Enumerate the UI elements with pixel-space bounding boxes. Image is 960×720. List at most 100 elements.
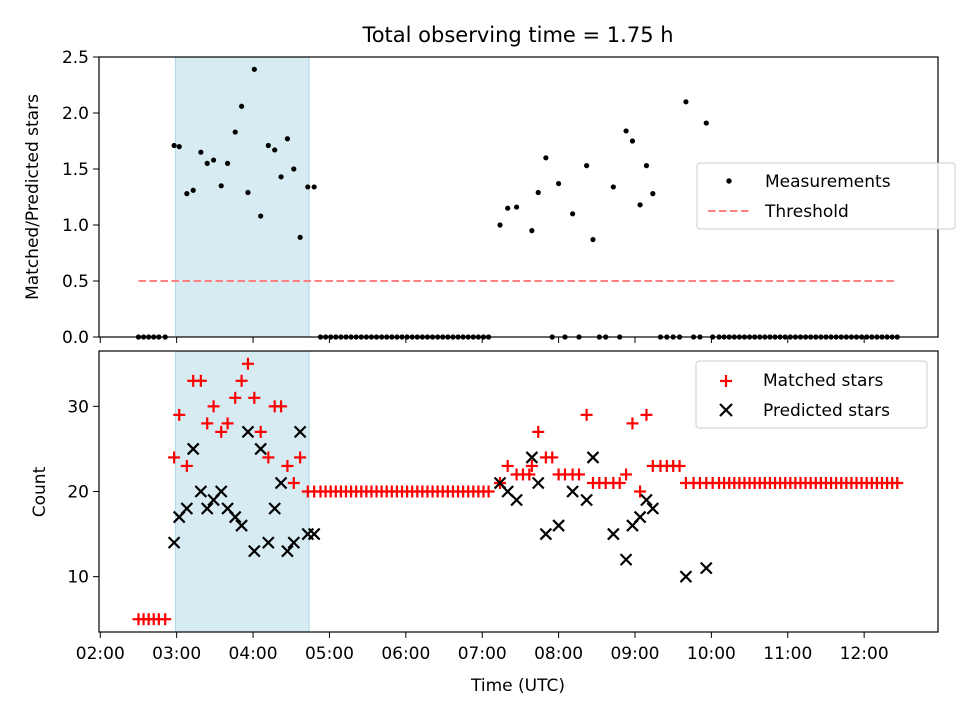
top-y-axis-label: Matched/Predicted stars <box>23 94 43 300</box>
predicted-star-point <box>566 485 579 498</box>
matched-star-point <box>482 485 495 498</box>
top-ytick-label: 0.0 <box>62 328 89 348</box>
top-panel: 0.0 0.5 1.0 1.5 2.0 2.5 Matched/Predicted sta… <box>23 48 956 348</box>
predicted-star-point <box>235 519 248 532</box>
matched-star-point <box>501 459 514 472</box>
matched-star-point <box>634 485 647 498</box>
x-tick-label: 10:00 <box>687 644 736 664</box>
predicted-star-stroke-b <box>194 485 208 498</box>
measurement-point <box>251 66 257 72</box>
predicted-star-point <box>254 442 267 456</box>
matched-star-point <box>215 425 228 438</box>
predicted-star-stroke-b <box>539 527 553 541</box>
x-tick-label: 08:00 <box>534 644 583 664</box>
predicted-star-point <box>510 493 523 507</box>
predicted-star-point <box>274 476 288 490</box>
measurement-point <box>291 166 297 172</box>
top-legend: Measurements Threshold <box>696 162 956 230</box>
predicted-star-point <box>531 476 545 490</box>
matched-star-point <box>580 408 593 421</box>
predicted-star-stroke-b <box>167 536 181 549</box>
bottom-legend: Matched stars Predicted stars <box>695 360 928 429</box>
matched-star-point <box>229 391 242 404</box>
matched-star-point <box>626 417 639 430</box>
measurement-point <box>245 189 251 196</box>
bottom-plot-frame <box>98 350 939 633</box>
bottom-highlight-span <box>174 350 310 633</box>
matched-star-point <box>168 451 181 464</box>
predicted-star-point <box>228 510 242 524</box>
measurement-point <box>265 142 271 149</box>
predicted-star-stroke-b <box>235 519 248 532</box>
predicted-star-stroke-b <box>607 527 620 541</box>
measurement-point <box>204 160 210 166</box>
matched-star-point <box>180 459 193 472</box>
predicted-star-stroke-b <box>619 553 633 566</box>
predicted-star-point <box>214 485 228 498</box>
legend-matched-marker <box>720 375 732 387</box>
measurement-point <box>284 136 291 142</box>
measurement-point <box>570 211 576 217</box>
measurement-point <box>623 128 629 134</box>
matched-star-point <box>620 468 633 481</box>
top-highlight-span <box>174 56 310 338</box>
predicted-star-stroke-b <box>646 502 660 515</box>
legend-threshold-label: Threshold <box>764 202 849 222</box>
predicted-star-stroke-b <box>510 493 523 507</box>
measurement-point <box>210 157 217 163</box>
predicted-star-stroke-b <box>241 425 255 439</box>
legend-predicted-label: Predicted stars <box>763 401 890 421</box>
measurement-point <box>171 142 177 149</box>
legend-measurements-marker <box>726 178 732 184</box>
legend-matched-label: Matched stars <box>763 371 883 391</box>
predicted-star-point <box>646 502 660 515</box>
bottom-panel: 10 20 30 02:00 03:00 04:00 05:00 06:00 07:00 08:… <box>30 350 939 696</box>
predicted-star-stroke-b <box>307 527 321 541</box>
predicted-star-stroke-b <box>633 510 647 524</box>
predicted-star-stroke-b <box>274 476 288 490</box>
legend-measurements-label: Measurements <box>765 172 891 192</box>
predicted-star-stroke-b <box>580 493 593 507</box>
predicted-star-point <box>619 553 633 566</box>
matched-star-point <box>294 451 307 464</box>
matched-star-point <box>194 374 207 387</box>
matched-star-point <box>287 476 300 489</box>
predicted-star-point <box>287 536 301 549</box>
predicted-star-stroke-b <box>552 519 565 532</box>
x-tick-label: 03:00 <box>152 644 201 664</box>
matched-star-point <box>572 468 585 481</box>
matched-star-point <box>281 459 294 472</box>
top-ytick-label: 0.5 <box>62 272 89 292</box>
measurement-point <box>556 180 562 187</box>
predicted-star-stroke-b <box>281 544 294 558</box>
bottom-y-axis-label: Count <box>30 466 50 517</box>
predicted-star-stroke-b <box>268 502 281 515</box>
predicted-star-stroke-b <box>640 493 653 507</box>
chart-title: Total observing time = 1.75 h <box>361 23 673 47</box>
predicted-star-stroke-b <box>248 544 261 558</box>
bottom-ytick-label: 20 <box>67 483 89 503</box>
measurement-point <box>305 184 311 190</box>
matched-stars-points <box>132 357 904 626</box>
predicted-star-point <box>552 519 565 532</box>
predicted-star-stroke-b <box>700 561 713 575</box>
measurement-point <box>513 204 520 210</box>
predicted-star-stroke-b <box>679 570 693 583</box>
measurement-point <box>238 103 245 109</box>
bottom-ytick-group: 10 20 30 <box>67 397 99 588</box>
measurement-point <box>176 144 182 150</box>
top-ytick-group: 0.0 0.5 1.0 1.5 2.0 2.5 <box>62 48 99 348</box>
x-tick-label: 05:00 <box>305 644 354 664</box>
matched-star-point <box>673 459 686 472</box>
predicted-star-point <box>248 544 261 558</box>
bottom-ytick-label: 10 <box>67 568 89 588</box>
measurement-point <box>497 222 503 228</box>
top-ytick-label: 1.0 <box>62 216 89 236</box>
predicted-star-point <box>180 502 194 515</box>
predicted-star-point <box>640 493 653 507</box>
predicted-star-point <box>586 451 600 464</box>
predicted-star-point <box>700 561 713 575</box>
matched-star-point <box>262 451 275 464</box>
matched-star-point <box>241 357 254 370</box>
